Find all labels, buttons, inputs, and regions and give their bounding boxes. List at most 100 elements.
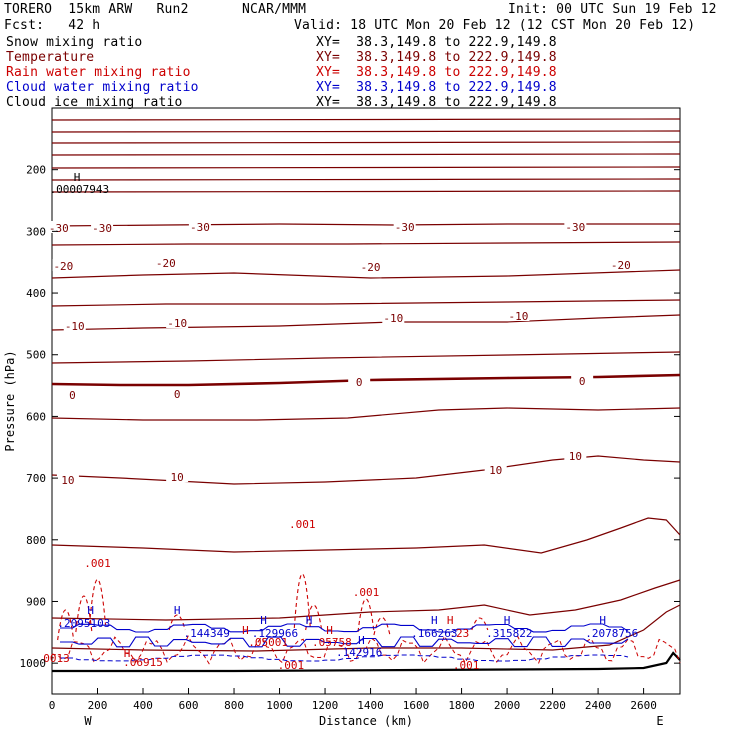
legend-label: Rain water mixing ratio — [6, 65, 191, 80]
max-marker: H — [306, 614, 313, 627]
isotherm-label: -10 — [167, 317, 187, 330]
rain-value-label: .23 — [449, 627, 469, 640]
y-tick-label: 900 — [26, 595, 46, 608]
y-tick-label: 1000 — [20, 657, 47, 670]
legend-label: Temperature — [6, 50, 95, 65]
x-tick-label: 2600 — [630, 699, 657, 712]
isotherm-line — [51, 314, 681, 331]
isotherm-label-bg — [166, 387, 189, 399]
isotherm-line — [51, 223, 680, 227]
cloud-water-label: .142916 — [336, 646, 382, 659]
isotherm-label-bg — [63, 319, 86, 331]
isotherm-label-bg — [154, 256, 177, 268]
x-tick-label: 400 — [133, 699, 153, 712]
isotherm-label-bg — [61, 388, 84, 400]
isotherm-label-bg — [188, 220, 211, 232]
isotherm-label-bg — [393, 220, 416, 232]
isotherm-line — [51, 118, 681, 121]
rain-label: .001 — [353, 586, 380, 599]
isotherm-label-bg — [359, 260, 382, 272]
rain-contour — [51, 635, 681, 665]
y-tick-label: 500 — [26, 349, 46, 362]
isotherm-line — [51, 269, 681, 279]
legend-label: Snow mixing ratio — [6, 35, 143, 50]
x-end-left-label: W — [84, 714, 92, 728]
max-marker: H — [74, 171, 81, 184]
rain-contour — [357, 598, 375, 633]
rain-value-label: .05758 — [312, 636, 352, 649]
header-fcst: Fcst: 42 h — [4, 18, 101, 33]
x-end-right-label: E — [656, 714, 663, 728]
isotherm-label-bg — [571, 374, 594, 386]
isotherm-label: -30 — [395, 221, 415, 234]
isotherm-label: 0 — [69, 389, 76, 402]
isotherm-line — [51, 579, 681, 621]
isotherm-line — [51, 604, 681, 652]
rain-value-label: .06915 — [123, 656, 163, 669]
cloud-water-label: .144349 — [184, 627, 230, 640]
isotherm-line — [51, 241, 681, 246]
x-tick-label: 0 — [49, 699, 56, 712]
x-tick-label: 2000 — [494, 699, 521, 712]
y-tick-label: 600 — [26, 410, 46, 423]
header-org: NCAR/MMM — [242, 2, 307, 17]
isotherm-line — [51, 153, 681, 156]
rain-contour — [75, 595, 93, 633]
cloud-water-contour — [60, 636, 629, 648]
isotherm-label: 0 — [579, 375, 586, 388]
header-init: Init: 00 UTC Sun 19 Feb 12 — [508, 2, 717, 17]
rain-label: .001 — [289, 518, 316, 531]
isotherm-label: 10 — [61, 474, 74, 487]
cloud-water-label: .315822 — [486, 627, 532, 640]
x-tick-label: 1600 — [403, 699, 430, 712]
isotherm-label-bg — [56, 473, 79, 485]
isotherm-label-bg — [166, 470, 189, 482]
isotherm-label: -10 — [65, 320, 85, 333]
isotherm-label-bg — [166, 316, 189, 328]
isotherm-label-bg — [47, 221, 70, 233]
isotherm-line — [51, 190, 681, 193]
isotherm-label-bg — [52, 259, 75, 271]
isotherm-label: 10 — [171, 471, 184, 484]
isotherm-label: -20 — [611, 259, 631, 272]
rain-label: .001 — [84, 557, 111, 570]
isotherm-label: -20 — [361, 261, 381, 274]
y-tick-label: 200 — [26, 164, 46, 177]
isotherm-label: -30 — [565, 221, 585, 234]
isotherm-line — [51, 299, 681, 307]
max-marker: H — [599, 614, 606, 627]
isotherm-label: -20 — [53, 260, 73, 273]
isotherm-line — [51, 141, 681, 144]
cloud-water-label: .166263 — [411, 627, 457, 640]
cloud-water-label: .129966 — [252, 627, 298, 640]
isotherm-label-bg — [564, 220, 587, 232]
isotherm-label: 0 — [356, 376, 363, 389]
x-tick-label: 2200 — [539, 699, 566, 712]
rain-value-label: 0013 — [43, 652, 70, 665]
isotherm-label: 10 — [489, 464, 502, 477]
legend-xy: XY= 38.3,149.8 to 222.9,149.8 — [316, 95, 557, 110]
isotherm-label-bg — [91, 221, 114, 233]
rain-contour — [305, 604, 323, 631]
rain-label: .001 — [453, 659, 480, 672]
isotherm-label: 0 — [174, 388, 181, 401]
legend-label: Cloud ice mixing ratio — [6, 95, 183, 110]
header-model: TORERO 15km ARW Run2 — [4, 2, 189, 17]
cloud-water-contour — [60, 654, 629, 662]
y-tick-label: 700 — [26, 472, 46, 485]
isotherm-label-bg — [564, 449, 587, 461]
isotherm-label-bg — [507, 309, 530, 321]
max-marker: H — [260, 614, 267, 627]
x-tick-label: 600 — [179, 699, 199, 712]
legend-xy: XY= 38.3,149.8 to 222.9,149.8 — [316, 50, 557, 65]
isotherm-line — [51, 351, 681, 364]
x-tick-label: 200 — [88, 699, 108, 712]
max-marker: H — [447, 614, 454, 627]
isotherm-label: -10 — [509, 310, 529, 323]
isotherm-label-bg — [484, 463, 507, 475]
max-marker: H — [358, 634, 365, 647]
cloud-water-label: .2078756 — [585, 627, 638, 640]
y-tick-label: 800 — [26, 534, 46, 547]
isotherm-line — [51, 407, 681, 421]
